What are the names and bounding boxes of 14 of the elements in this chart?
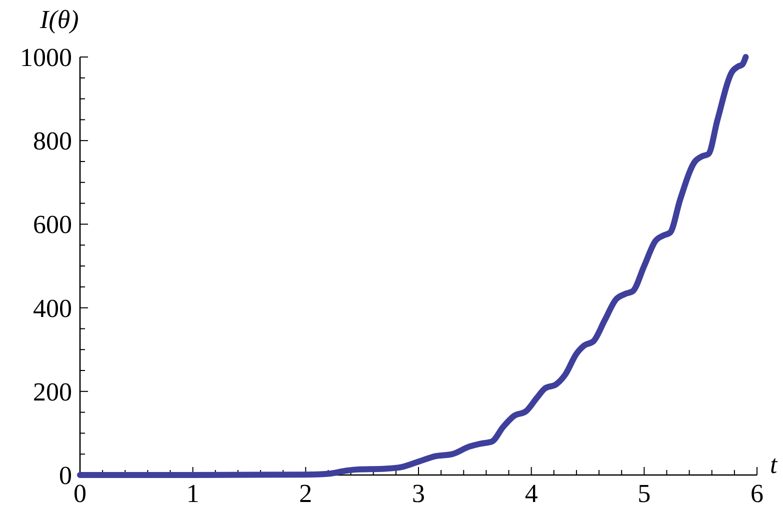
x-axis-title: t — [770, 450, 778, 479]
x-tick-label: 4 — [524, 479, 538, 508]
y-tick-label: 400 — [33, 294, 72, 323]
x-tick-label: 2 — [299, 479, 312, 508]
y-tick-label: 600 — [33, 210, 72, 240]
y-tick-label: 1000 — [20, 43, 72, 72]
y-tick-label: 0 — [59, 461, 72, 490]
x-tick-label: 3 — [412, 479, 425, 508]
x-tick-label: 6 — [750, 479, 764, 508]
y-tick-label: 200 — [33, 377, 72, 406]
y-axis-title: I(θ) — [39, 5, 79, 34]
x-tick-label: 1 — [186, 479, 200, 508]
y-tick-label: 800 — [33, 126, 72, 156]
x-tick-label: 5 — [638, 479, 651, 508]
